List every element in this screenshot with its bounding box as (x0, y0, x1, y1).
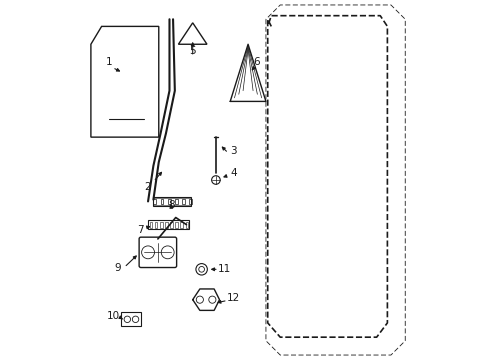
Bar (180, 222, 183, 228)
Bar (148, 220, 189, 229)
Text: 12: 12 (227, 293, 240, 303)
Bar (170, 222, 172, 228)
Text: 6: 6 (253, 57, 260, 67)
Text: 8: 8 (167, 200, 174, 210)
Bar (149, 222, 152, 228)
Text: 2: 2 (144, 182, 151, 192)
Bar (185, 222, 188, 228)
Text: 9: 9 (114, 262, 121, 273)
Bar (189, 199, 192, 204)
Bar (167, 199, 170, 204)
Bar (160, 222, 162, 228)
Text: 7: 7 (137, 225, 144, 235)
Bar (153, 197, 190, 206)
Text: 11: 11 (218, 264, 231, 274)
Text: 4: 4 (230, 168, 237, 178)
Bar (155, 222, 157, 228)
Bar (182, 199, 184, 204)
Text: 5: 5 (189, 46, 196, 57)
Bar (175, 222, 178, 228)
Text: 10: 10 (106, 311, 120, 321)
Bar (165, 222, 167, 228)
Bar (153, 199, 156, 204)
Bar (121, 312, 141, 327)
Bar (160, 199, 163, 204)
Bar (175, 199, 177, 204)
Text: 1: 1 (105, 57, 112, 67)
Text: 3: 3 (230, 147, 237, 157)
